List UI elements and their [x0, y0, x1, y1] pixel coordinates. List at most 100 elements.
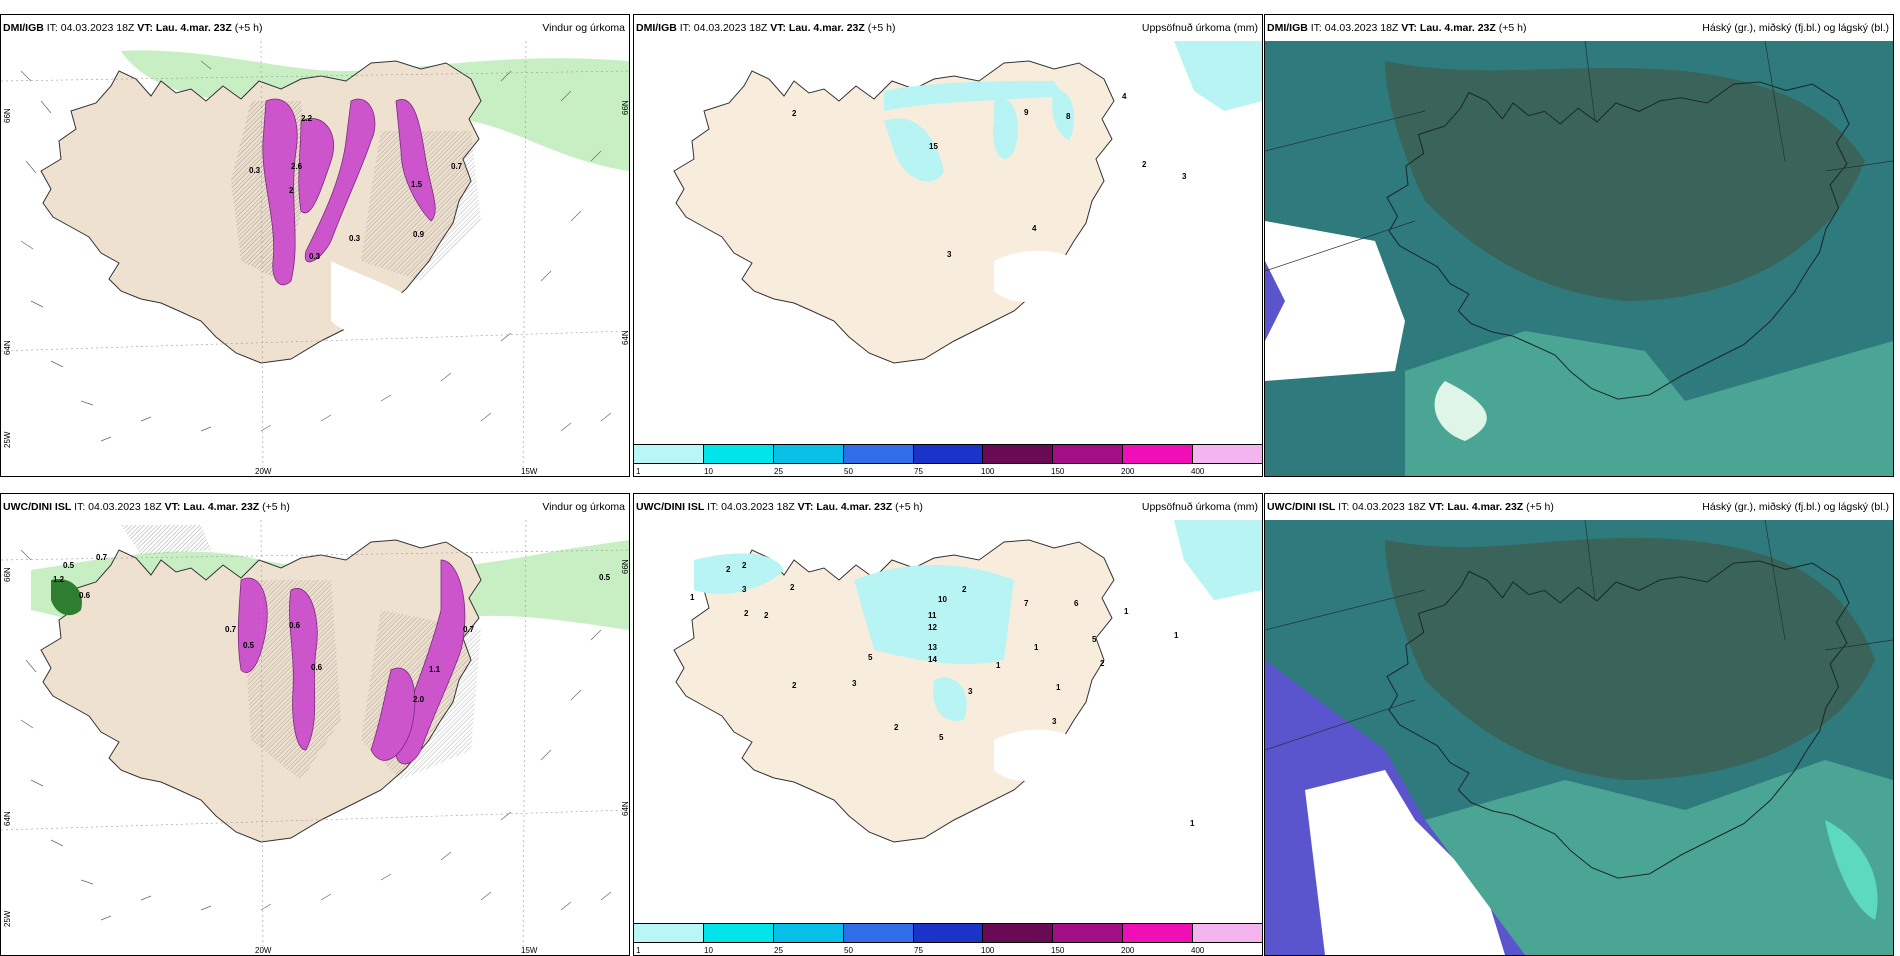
map-label: 9 [1024, 108, 1029, 117]
map-label: 5 [868, 653, 873, 662]
colorbar-tick: 50 [844, 946, 853, 955]
lat-label: 64N [621, 330, 630, 345]
map-label: 3 [742, 585, 747, 594]
wind-precip-panel-uwc: UWC/DINI ISL IT: 04.03.2023 18Z VT: Lau.… [0, 493, 630, 956]
precip-area-cyan [1174, 41, 1262, 111]
init-time: IT: 04.03.2023 18Z [679, 22, 768, 34]
colorbar-tick: 200 [1121, 467, 1135, 476]
colorbar-tick: 10 [704, 946, 713, 955]
map-label: 5 [1092, 635, 1097, 644]
lead-time: (+5 h) [234, 22, 263, 34]
map-label: 1 [690, 593, 695, 602]
lat-label: 66N [3, 567, 12, 582]
colorbar-swatch [1193, 924, 1262, 942]
mid-cloud-area [1405, 331, 1893, 476]
colorbar-tick: 10 [704, 467, 713, 476]
precip-band [237, 577, 268, 673]
lat-label: 66N [621, 100, 630, 115]
lon-label: 25W [3, 431, 12, 448]
panel-title: Háský (gr.), miðský (fj.bl.) og lágský (… [1702, 22, 1889, 34]
lead-time: (+5 h) [1498, 22, 1527, 34]
model-name: DMI/IGB [1267, 22, 1308, 34]
map-label: 2.2 [301, 114, 313, 123]
panel-header: UWC/DINI ISL IT: 04.03.2023 18Z VT: Lau.… [1265, 494, 1893, 520]
colorbar [634, 923, 1262, 943]
graticule [1265, 41, 1893, 272]
colorbar-tick: 150 [1051, 946, 1065, 955]
colorbar-swatch [983, 445, 1054, 463]
map-label: 0.9 [413, 230, 425, 239]
colorbar-tick: 400 [1191, 467, 1205, 476]
colorbar-swatch [634, 445, 704, 463]
map-label: 1 [1034, 643, 1039, 652]
map-label: 3 [1052, 717, 1057, 726]
map-label: 1.5 [411, 180, 423, 189]
mid-cloud-area [1425, 760, 1893, 955]
colorbar-swatch [1123, 445, 1194, 463]
snow-hatch [121, 525, 211, 555]
panel-title: Vindur og úrkoma [542, 22, 625, 34]
cloud-free-area [994, 729, 1094, 781]
valid-time: VT: Lau. 4.mar. 23Z [797, 501, 893, 513]
wind-labels: 0.5 0.7 1.2 0.6 0.7 0.5 0.5 1.1 2.0 0.7 … [53, 553, 611, 704]
graticule [1265, 520, 1893, 751]
lon-label: 20W [255, 467, 272, 476]
lat-label: 64N [3, 811, 12, 826]
colorbar-swatch [1053, 924, 1124, 942]
map-label: 15 [929, 142, 938, 151]
colorbar-tick: 1 [636, 467, 641, 476]
map-label: 1 [1124, 607, 1129, 616]
colorbar-swatch [913, 924, 984, 942]
map-label: 14 [928, 655, 937, 664]
colorbar-tick: 25 [774, 467, 783, 476]
map-label: 0.7 [463, 625, 475, 634]
cloud-free-area [994, 250, 1094, 302]
cloud-map [1265, 41, 1893, 476]
mid-cloud-area [1825, 820, 1878, 920]
precip-map: 1 2 2 3 2 2 10 11 2 12 13 14 7 6 5 3 2 2… [634, 520, 1262, 955]
lead-time: (+5 h) [1526, 501, 1554, 513]
wind-map-svg: 2.2 2.6 0.3 2 1.5 0.7 0.9 0.3 0.3 [1, 41, 629, 476]
colorbar-tick: 75 [914, 946, 923, 955]
colorbar-tick: 100 [981, 467, 995, 476]
model-name: DMI/IGB [3, 22, 44, 34]
map-label: 1 [1056, 683, 1061, 692]
map-label: 2 [289, 186, 294, 195]
map-label: 5 [939, 733, 944, 742]
map-label: 0.7 [96, 553, 108, 562]
precip-area-cyan [854, 565, 1014, 665]
model-name: DMI/IGB [636, 22, 677, 34]
colorbar-swatch [1123, 924, 1194, 942]
map-label: 2 [742, 561, 747, 570]
valid-time: VT: Lau. 4.mar. 23Z [770, 22, 865, 34]
init-time: IT: 04.03.2023 18Z [1310, 22, 1399, 34]
precip-band [298, 118, 335, 214]
map-label: 3 [968, 687, 973, 696]
colorbar-swatch [703, 924, 774, 942]
map-label: 6 [1074, 599, 1079, 608]
map-label: 3 [1182, 172, 1187, 181]
init-time: IT: 04.03.2023 18Z [46, 22, 135, 34]
precip-band [395, 99, 436, 222]
valid-time: VT: Lau. 4.mar. 23Z [1401, 22, 1496, 34]
map-label: 4 [1032, 224, 1037, 233]
high-cloud-area [1385, 61, 1865, 301]
wind-precip-map: 2.2 2.6 0.3 2 1.5 0.7 0.9 0.3 0.3 [1, 41, 629, 476]
colorbar-swatch [843, 924, 914, 942]
colorbar-swatch [773, 924, 844, 942]
cloud-panel-uwc: UWC/DINI ISL IT: 04.03.2023 18Z VT: Lau.… [1264, 493, 1894, 956]
map-label: 0.3 [249, 166, 261, 175]
precip-area-cyan [933, 677, 967, 721]
precip-map-svg: 1 2 2 3 2 2 10 11 2 12 13 14 7 6 5 3 2 2… [634, 520, 1262, 955]
cloud-free-area [331, 261, 441, 338]
precip-area-dark-green [51, 579, 82, 616]
valid-time: VT: Lau. 4.mar. 23Z [1428, 501, 1524, 513]
map-label: 2.0 [413, 695, 425, 704]
colorbar-swatch [703, 445, 774, 463]
map-label: 2 [962, 585, 967, 594]
precip-area-cyan [1174, 520, 1262, 600]
wind-map: 0.5 0.7 1.2 0.6 0.7 0.5 0.5 1.1 2.0 0.7 … [1, 520, 629, 955]
map-label: 0.7 [451, 162, 463, 171]
lon-label: 25W [3, 910, 12, 927]
lat-label: 64N [3, 340, 12, 355]
